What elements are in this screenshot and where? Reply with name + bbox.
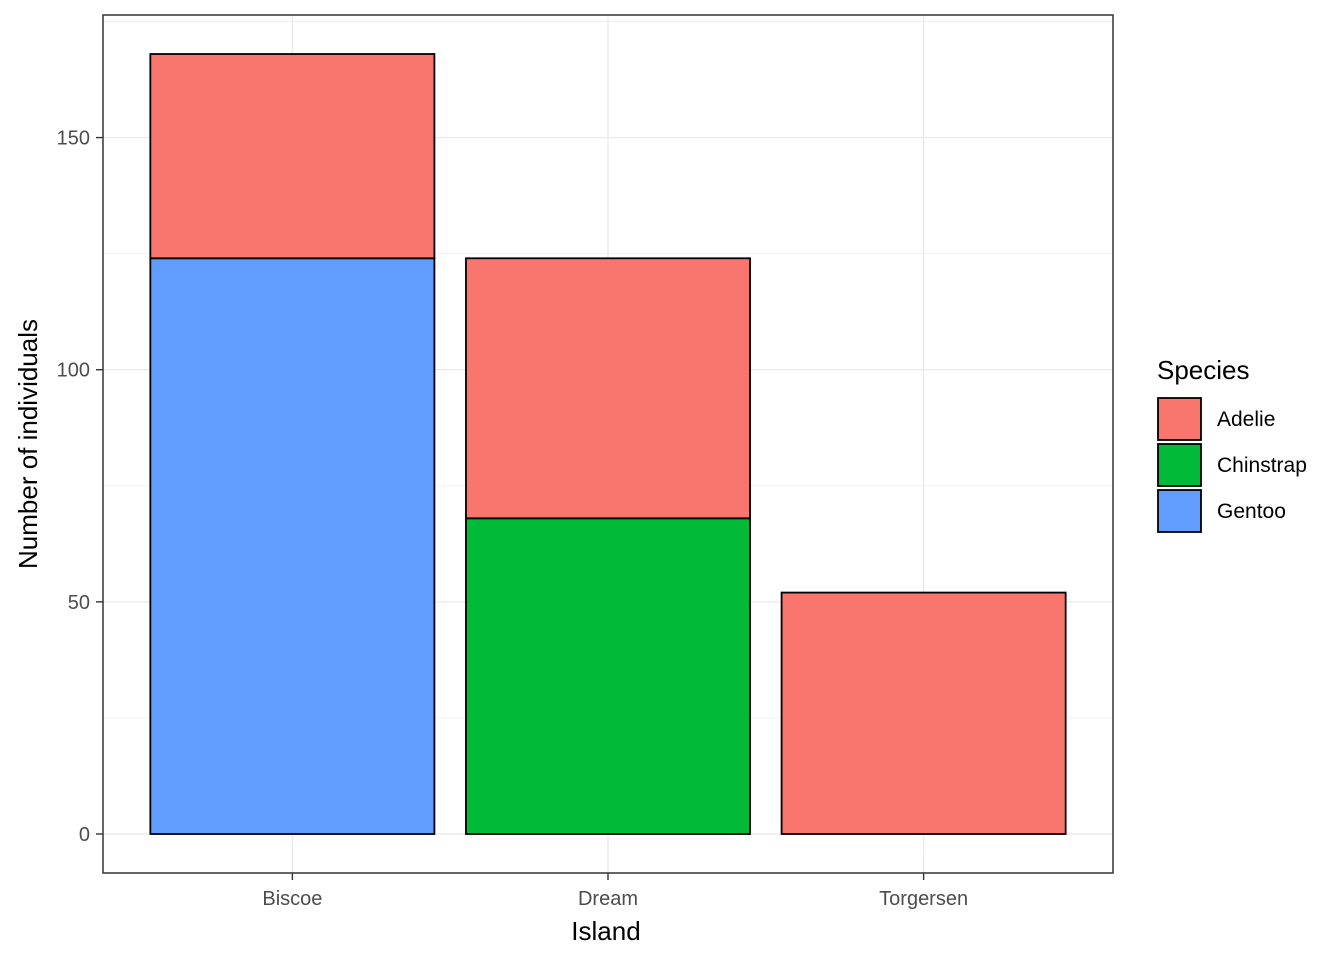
bar-biscoe-adelie	[149, 53, 436, 260]
x-tick-label: Dream	[578, 888, 638, 910]
legend-key-gentoo	[1157, 489, 1202, 533]
legend-label-gentoo: Gentoo	[1217, 500, 1286, 523]
x-axis: Biscoe Dream Torgersen	[262, 873, 968, 910]
y-tick-label: 50	[68, 592, 90, 614]
legend-title: Species	[1157, 355, 1250, 385]
bars	[149, 53, 1067, 835]
legend-key-chinstrap	[1157, 443, 1202, 487]
bar-biscoe-gentoo	[149, 257, 436, 835]
y-axis-title: Number of individuals	[13, 319, 43, 569]
x-tick-label: Torgersen	[879, 888, 968, 910]
bar-dream-adelie	[465, 257, 751, 520]
x-tick-label: Biscoe	[262, 888, 322, 910]
legend-label-adelie: Adelie	[1217, 408, 1275, 431]
x-axis-title: Island	[571, 916, 640, 946]
y-tick-label: 150	[57, 128, 90, 150]
bar-torgersen-adelie	[780, 591, 1067, 835]
y-axis: 0 50 100 150	[57, 128, 103, 846]
y-tick-label: 100	[57, 360, 90, 382]
bar-dream-chinstrap	[465, 517, 751, 835]
legend-label-chinstrap: Chinstrap	[1217, 454, 1307, 477]
y-tick-label: 0	[79, 824, 90, 846]
legend-key-adelie	[1157, 397, 1202, 441]
legend: Species Adelie Chinstrap Gentoo	[1157, 355, 1307, 533]
